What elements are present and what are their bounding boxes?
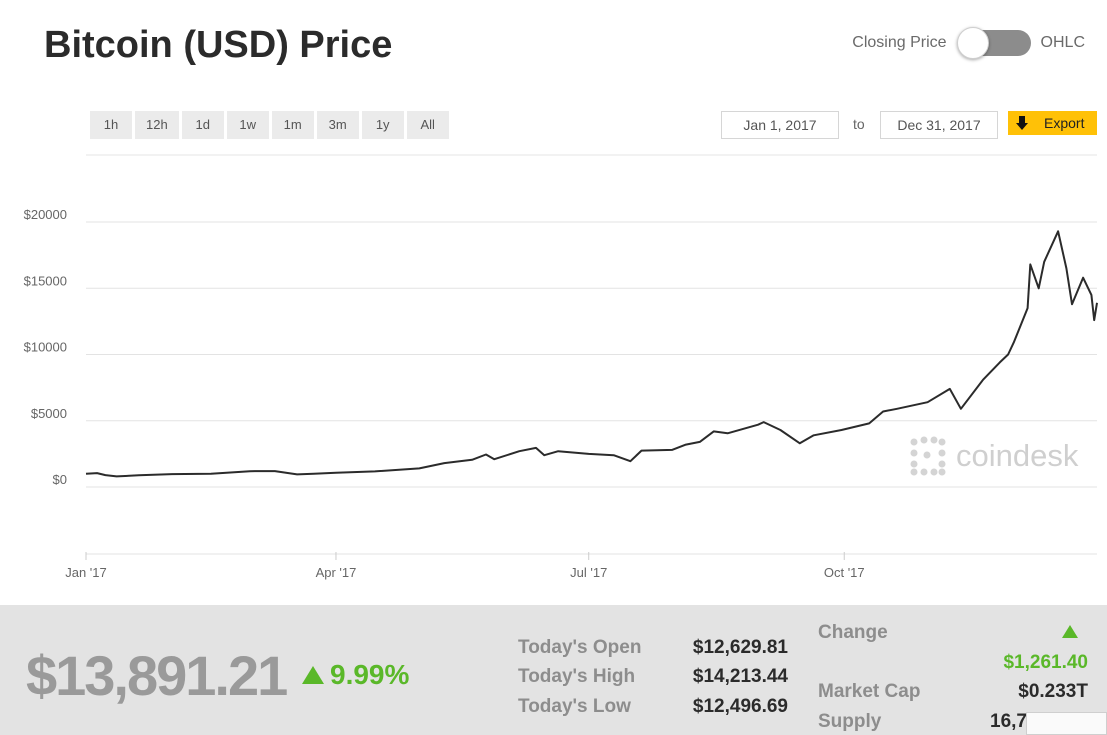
stats-panel: $13,891.21 9.99% Today's Open $12,629.81… xyxy=(0,605,1107,735)
change-percent-value: 9.99% xyxy=(330,659,410,690)
change-label: Change xyxy=(818,622,888,643)
toggle-knob[interactable] xyxy=(956,27,989,59)
date-from-input[interactable]: Jan 1, 2017 xyxy=(721,111,839,139)
date-to-input[interactable]: Dec 31, 2017 xyxy=(880,111,998,139)
market-cap-label: Market Cap xyxy=(818,681,921,702)
today-low-label: Today's Low xyxy=(518,696,631,717)
price-chart: $0 $5000 $10000 $15000 $20000 Jan '17 Apr '17… xyxy=(24,154,1098,580)
today-high-label: Today's High xyxy=(518,666,636,687)
x-tick-label: Apr '17 xyxy=(316,565,357,580)
y-tick-label: $15000 xyxy=(24,273,67,288)
range-button-1w[interactable]: 1w xyxy=(226,111,269,139)
supply-value: 16,7 xyxy=(990,711,1027,732)
export-label: Export xyxy=(1044,115,1085,131)
y-tick-label: $0 xyxy=(53,472,67,487)
price-mode-toggle[interactable] xyxy=(956,27,1031,59)
range-button-1y[interactable]: 1y xyxy=(361,111,404,139)
current-price: $13,891.21 xyxy=(26,644,288,707)
market-cap-value: $0.233T xyxy=(1018,681,1088,702)
range-button-12h[interactable]: 12h xyxy=(135,111,179,139)
page-title: Bitcoin (USD) Price xyxy=(44,24,393,66)
price-series-line xyxy=(85,230,1098,478)
closing-price-label: Closing Price xyxy=(852,34,947,51)
coindesk-watermark-text: coindesk xyxy=(956,438,1079,473)
range-button-3m[interactable]: 3m xyxy=(316,111,359,139)
download-arrow-icon xyxy=(1016,116,1028,130)
today-open-label: Today's Open xyxy=(518,637,642,658)
coindesk-logo-icon xyxy=(910,436,946,476)
range-button-1d[interactable]: 1d xyxy=(181,111,224,139)
y-tick-label: $20000 xyxy=(24,207,67,222)
today-high-value: $14,213.44 xyxy=(692,666,788,687)
x-tick-label: Jan '17 xyxy=(65,565,107,580)
corner-widget[interactable] xyxy=(1026,712,1107,735)
y-tick-label: $5000 xyxy=(31,406,67,421)
x-tick-label: Oct '17 xyxy=(824,565,865,580)
export-button[interactable]: Export xyxy=(1008,111,1097,135)
x-tick-label: Jul '17 xyxy=(570,565,607,580)
up-arrow-icon xyxy=(302,666,324,684)
today-open-value: $12,629.81 xyxy=(692,637,788,658)
supply-label: Supply xyxy=(818,711,882,732)
coindesk-watermark: coindesk xyxy=(910,436,1079,476)
ohlc-label: OHLC xyxy=(1040,34,1085,51)
change-up-arrow-icon xyxy=(1062,625,1078,638)
time-range-buttons: 1h 12h 1d 1w 1m 3m 1y All xyxy=(90,111,449,139)
price-change-percent: 9.99% xyxy=(302,659,409,691)
y-tick-label: $10000 xyxy=(24,340,67,355)
range-button-1h[interactable]: 1h xyxy=(90,111,132,139)
date-to-label: to xyxy=(853,116,865,132)
range-button-1m[interactable]: 1m xyxy=(271,111,314,139)
range-button-all[interactable]: All xyxy=(406,111,449,139)
change-value: $1,261.40 xyxy=(1003,652,1088,673)
price-mode-toggle-group: Closing Price OHLC xyxy=(852,27,1085,59)
today-low-value: $12,496.69 xyxy=(692,696,788,717)
